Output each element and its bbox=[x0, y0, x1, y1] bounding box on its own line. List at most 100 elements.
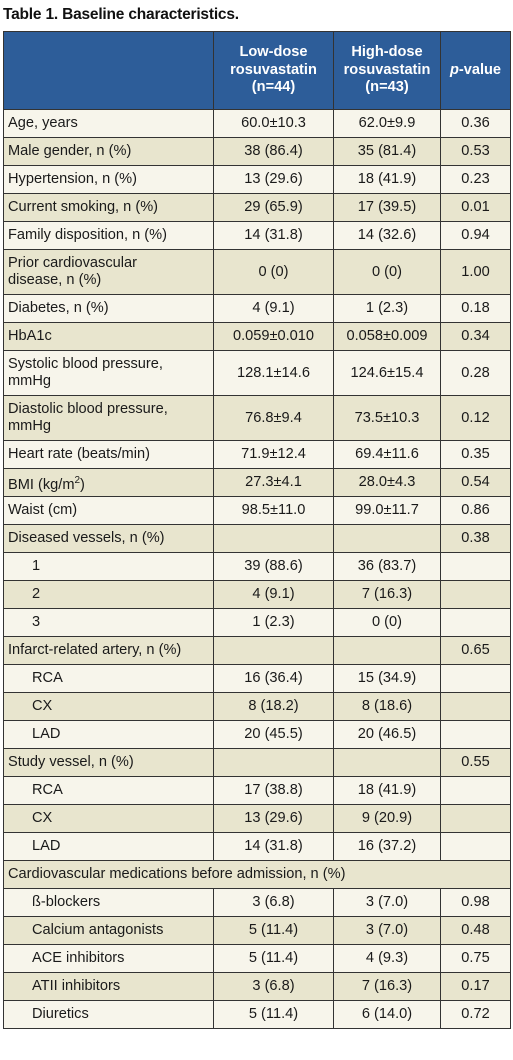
table-row: ATII inhibitors 3 (6.8) 7 (16.3) 0.17 bbox=[3, 972, 511, 1001]
row-label: ATII inhibitors bbox=[3, 972, 214, 1001]
high-dose-value: 35 (81.4) bbox=[333, 137, 441, 166]
row-label: ß-blockers bbox=[3, 888, 214, 917]
low-dose-value: 0 (0) bbox=[213, 249, 334, 295]
table-row: Hypertension, n (%) 13 (29.6) 18 (41.9) … bbox=[3, 165, 511, 194]
p-value: 1.00 bbox=[440, 249, 511, 295]
p-value: 0.12 bbox=[440, 395, 511, 441]
header-high-dose-line2: rosuvastatin bbox=[343, 61, 431, 78]
high-dose-value: 14 (32.6) bbox=[333, 221, 441, 250]
table-row: ß-blockers 3 (6.8) 3 (7.0) 0.98 bbox=[3, 888, 511, 917]
table-row: Diastolic blood pressure, mmHg 76.8±9.4 7… bbox=[3, 395, 511, 441]
p-value: 0.34 bbox=[440, 322, 511, 351]
row-label: 1 bbox=[3, 552, 214, 581]
table-row: Diuretics 5 (11.4) 6 (14.0) 0.72 bbox=[3, 1000, 511, 1029]
table-row: Prior cardiovascular disease, n (%) 0 (0)… bbox=[3, 249, 511, 295]
p-value: 0.94 bbox=[440, 221, 511, 250]
table-row: LAD 20 (45.5) 20 (46.5) bbox=[3, 720, 511, 749]
high-dose-value: 7 (16.3) bbox=[333, 972, 441, 1001]
low-dose-value: 128.1±14.6 bbox=[213, 350, 334, 396]
table-row: RCA 16 (36.4) 15 (34.9) bbox=[3, 664, 511, 693]
high-dose-value: 3 (7.0) bbox=[333, 916, 441, 945]
table-row: ACE inhibitors 5 (11.4) 4 (9.3) 0.75 bbox=[3, 944, 511, 973]
table-row: HbA1c 0.059±0.010 0.058±0.009 0.34 bbox=[3, 322, 511, 351]
table-row: LAD 14 (31.8) 16 (37.2) bbox=[3, 832, 511, 861]
p-value bbox=[440, 608, 511, 637]
table-row: Current smoking, n (%) 29 (65.9) 17 (39.… bbox=[3, 193, 511, 222]
high-dose-value: 124.6±15.4 bbox=[333, 350, 441, 396]
p-value: 0.53 bbox=[440, 137, 511, 166]
high-dose-value bbox=[333, 748, 441, 777]
p-value bbox=[440, 552, 511, 581]
row-label-line1: Systolic blood pressure, bbox=[8, 356, 163, 372]
low-dose-value: 38 (86.4) bbox=[213, 137, 334, 166]
high-dose-value: 8 (18.6) bbox=[333, 692, 441, 721]
row-label: CX bbox=[3, 692, 214, 721]
p-value: 0.72 bbox=[440, 1000, 511, 1029]
high-dose-value: 0 (0) bbox=[333, 608, 441, 637]
p-value: 0.55 bbox=[440, 748, 511, 777]
high-dose-value: 62.0±9.9 bbox=[333, 109, 441, 138]
high-dose-value: 36 (83.7) bbox=[333, 552, 441, 581]
high-dose-value: 9 (20.9) bbox=[333, 804, 441, 833]
row-label: Hypertension, n (%) bbox=[3, 165, 214, 194]
row-label: 3 bbox=[3, 608, 214, 637]
low-dose-value: 1 (2.3) bbox=[213, 608, 334, 637]
table-row: BMI (kg/m2) 27.3±4.1 28.0±4.3 0.54 bbox=[3, 468, 511, 497]
row-label-line2: mmHg bbox=[8, 418, 51, 434]
p-value: 0.28 bbox=[440, 350, 511, 396]
low-dose-value: 4 (9.1) bbox=[213, 580, 334, 609]
low-dose-value bbox=[213, 524, 334, 553]
row-label: Diseased vessels, n (%) bbox=[3, 524, 214, 553]
row-label: HbA1c bbox=[3, 322, 214, 351]
low-dose-value: 16 (36.4) bbox=[213, 664, 334, 693]
row-label: RCA bbox=[3, 664, 214, 693]
row-label: RCA bbox=[3, 776, 214, 805]
high-dose-value: 0 (0) bbox=[333, 249, 441, 295]
low-dose-value: 60.0±10.3 bbox=[213, 109, 334, 138]
p-value bbox=[440, 580, 511, 609]
p-value: 0.86 bbox=[440, 496, 511, 525]
table-row: Age, years 60.0±10.3 62.0±9.9 0.36 bbox=[3, 109, 511, 138]
p-value bbox=[440, 776, 511, 805]
high-dose-value bbox=[333, 524, 441, 553]
p-value bbox=[440, 664, 511, 693]
p-value: 0.18 bbox=[440, 294, 511, 323]
p-value: 0.75 bbox=[440, 944, 511, 973]
high-dose-value: 99.0±11.7 bbox=[333, 496, 441, 525]
table-row: CX 8 (18.2) 8 (18.6) bbox=[3, 692, 511, 721]
low-dose-value: 13 (29.6) bbox=[213, 804, 334, 833]
low-dose-value bbox=[213, 748, 334, 777]
table-row: Waist (cm) 98.5±11.0 99.0±11.7 0.86 bbox=[3, 496, 511, 525]
p-value bbox=[440, 720, 511, 749]
high-dose-value: 4 (9.3) bbox=[333, 944, 441, 973]
row-label: LAD bbox=[3, 720, 214, 749]
header-low-dose-line3: (n=44) bbox=[251, 79, 296, 96]
header-low-dose-line1: Low-dose bbox=[239, 44, 308, 61]
high-dose-value: 17 (39.5) bbox=[333, 193, 441, 222]
p-value: 0.36 bbox=[440, 109, 511, 138]
row-label: Infarct-related artery, n (%) bbox=[3, 636, 214, 665]
low-dose-value: 0.059±0.010 bbox=[213, 322, 334, 351]
row-label-line1: Prior cardiovascular bbox=[8, 255, 137, 271]
row-label: BMI (kg/m2) bbox=[3, 468, 214, 497]
header-pvalue-rest: -value bbox=[458, 61, 502, 78]
row-label: Diabetes, n (%) bbox=[3, 294, 214, 323]
header-high-dose-line1: High-dose bbox=[351, 44, 423, 61]
p-value: 0.48 bbox=[440, 916, 511, 945]
high-dose-value: 69.4±11.6 bbox=[333, 440, 441, 469]
low-dose-value: 20 (45.5) bbox=[213, 720, 334, 749]
low-dose-value: 5 (11.4) bbox=[213, 916, 334, 945]
low-dose-value: 71.9±12.4 bbox=[213, 440, 334, 469]
header-pvalue-italic: p bbox=[449, 61, 459, 78]
p-value: 0.35 bbox=[440, 440, 511, 469]
row-label: Age, years bbox=[3, 109, 214, 138]
table-row: Infarct-related artery, n (%) 0.65 bbox=[3, 636, 511, 665]
row-label: 2 bbox=[3, 580, 214, 609]
low-dose-value: 29 (65.9) bbox=[213, 193, 334, 222]
section-header: Cardiovascular medications before admiss… bbox=[3, 860, 511, 889]
high-dose-value: 15 (34.9) bbox=[333, 664, 441, 693]
high-dose-value: 1 (2.3) bbox=[333, 294, 441, 323]
p-value: 0.98 bbox=[440, 888, 511, 917]
row-label-line2: mmHg bbox=[8, 373, 51, 389]
p-value bbox=[440, 692, 511, 721]
